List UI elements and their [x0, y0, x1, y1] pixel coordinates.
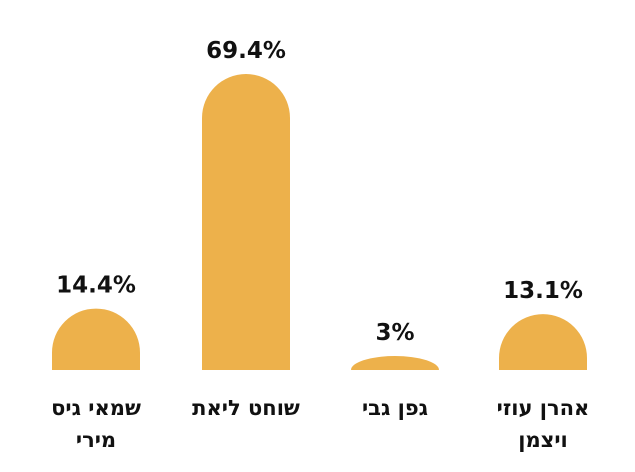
bar-1	[52, 308, 140, 370]
category-label-1-line-1: שמאי גיס	[51, 396, 141, 420]
bar-2	[202, 74, 290, 370]
category-label-3: גפן גבי	[362, 396, 428, 420]
value-label-4: 13.1%	[503, 278, 583, 304]
category-label-2: שוחט ליאת	[192, 396, 300, 420]
category-label-4-line-1: אהרן עוזי	[497, 396, 590, 420]
category-label-1-line-2: מירי	[76, 428, 116, 452]
value-label-3: 3%	[375, 320, 414, 346]
category-label-4-line-2: ויצמן	[518, 428, 568, 452]
value-label-1: 14.4%	[56, 273, 136, 299]
value-label-2: 69.4%	[206, 38, 286, 64]
bar-4	[499, 314, 587, 370]
bar-3	[351, 356, 439, 370]
